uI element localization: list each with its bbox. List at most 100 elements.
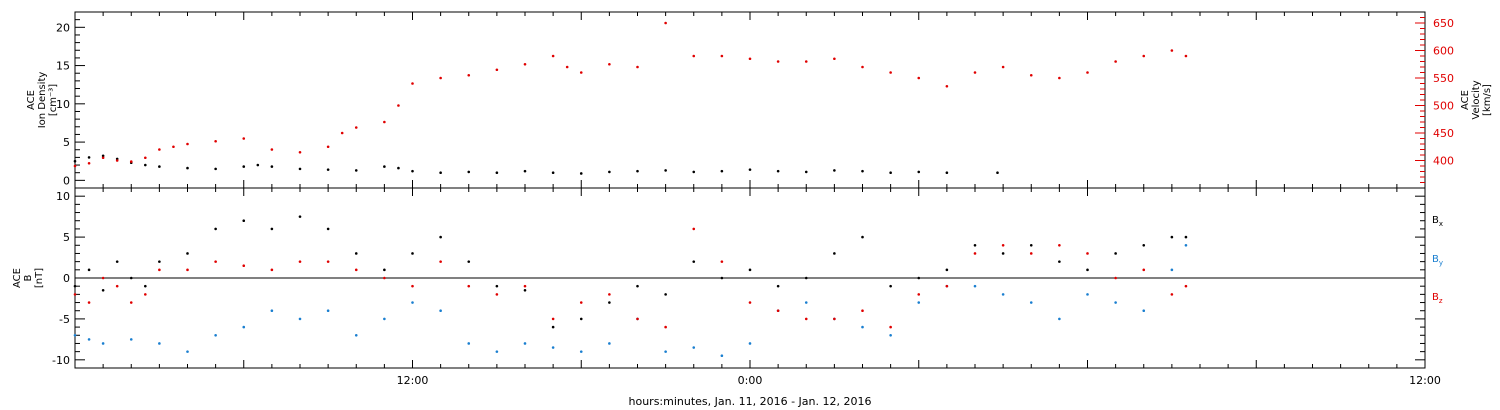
density-tick-label: 15: [56, 60, 70, 73]
By-point: [129, 338, 133, 341]
density-point: [692, 170, 696, 174]
Bz-point: [1170, 293, 1174, 296]
axis-title-line: ACE: [1460, 90, 1471, 110]
density-point: [256, 163, 260, 167]
velocity-point: [242, 137, 246, 140]
By-point: [270, 309, 274, 313]
Bz-point: [214, 260, 217, 263]
Bz-point: [326, 260, 330, 263]
velocity-tick-label: 550: [1433, 72, 1454, 85]
velocity-point: [833, 57, 836, 61]
Bx-point: [1114, 252, 1117, 255]
By-point: [326, 309, 330, 313]
Bz-point: [664, 325, 667, 329]
legend-Bx: Bx: [1432, 215, 1443, 228]
Bx-point: [776, 284, 780, 288]
By-point: [1001, 293, 1005, 296]
By-point: [1114, 301, 1117, 304]
Bz-point: [186, 268, 189, 272]
Bx-point: [636, 284, 639, 288]
density-point: [467, 170, 471, 174]
ticks: 0 5 10 15 20 400 450 500 550 600 650 -10 -5 0 5 10: [52, 12, 1454, 368]
Bx-point: [1001, 252, 1005, 255]
density-point: [551, 171, 555, 174]
Bx-point: [242, 219, 246, 223]
Bz-point: [833, 317, 836, 321]
time-labels: 12:00 0:00 12:00: [397, 374, 1441, 387]
Bz-point: [354, 268, 358, 272]
velocity-point: [87, 161, 91, 165]
Bx-point: [439, 235, 442, 239]
By-point: [664, 350, 667, 353]
panel-top-frame: [74, 11, 1426, 189]
By-point: [720, 354, 724, 358]
Bx-point: [608, 301, 611, 304]
velocity-point: [804, 60, 808, 63]
density-point: [144, 163, 147, 167]
velocity-point: [495, 68, 499, 72]
By-point: [87, 338, 91, 341]
Bz-point: [411, 284, 414, 288]
velocity-point: [692, 54, 696, 58]
Bz-point: [551, 317, 555, 321]
By-point: [1142, 309, 1146, 313]
Bz-point: [776, 309, 780, 313]
Bz-point: [889, 325, 892, 329]
Bx-point: [692, 260, 696, 263]
time-tick-label: 12:00: [397, 374, 429, 387]
By-point: [495, 350, 499, 353]
Bx-point: [579, 317, 583, 321]
velocity-point: [1086, 71, 1089, 74]
velocity-point: [397, 104, 400, 107]
time-tick-label: 12:00: [1409, 374, 1441, 387]
density-point: [833, 169, 836, 172]
Bx-point: [833, 252, 836, 255]
velocity-tick-label: 500: [1433, 100, 1454, 113]
Bz-point: [298, 260, 302, 263]
velocity-point: [298, 150, 302, 154]
Bz-point: [439, 260, 442, 263]
velocity-point: [186, 142, 189, 146]
Bz-point: [144, 293, 147, 296]
axis-title-line: [nT]: [34, 268, 45, 288]
velocity-point: [1029, 73, 1033, 77]
Bz-point: [1114, 276, 1117, 280]
b-tick-label: -5: [59, 313, 70, 326]
Bx-point: [804, 276, 808, 280]
Bx-point: [129, 276, 133, 280]
By-point: [1184, 243, 1188, 247]
velocity-point: [158, 148, 161, 151]
density-point: [523, 169, 527, 173]
Bx-point: [889, 284, 892, 288]
velocity-point: [326, 145, 330, 149]
density-point: [354, 169, 358, 172]
Bx-point: [523, 288, 527, 292]
By-point: [889, 333, 892, 337]
Bz-point: [1058, 243, 1061, 247]
time-tick-label: 0:00: [738, 374, 763, 387]
velocity-tick-label: 650: [1433, 17, 1454, 30]
Bz-point: [720, 260, 724, 263]
b-tick-label: 10: [56, 190, 70, 203]
density-point: [945, 171, 949, 174]
axis-title-line: B: [23, 274, 34, 281]
By-point: [861, 325, 864, 329]
By-point: [186, 350, 189, 353]
Bz-point: [945, 284, 949, 288]
Bx-point: [411, 252, 414, 255]
Bx-point: [973, 243, 977, 247]
velocity-tick-label: 600: [1433, 45, 1454, 58]
By-point: [579, 350, 583, 353]
velocity-point: [101, 156, 105, 160]
density-point: [861, 169, 864, 173]
density-point: [101, 154, 105, 158]
Bx-point: [1029, 243, 1033, 247]
Bx-point: [1184, 235, 1188, 239]
velocity-point: [129, 160, 133, 163]
velocity-point: [73, 164, 77, 168]
density-point: [270, 165, 274, 168]
axis-title-line: [cm⁻³]: [48, 84, 59, 116]
Bx-point: [73, 284, 77, 288]
density-point: [748, 168, 752, 171]
